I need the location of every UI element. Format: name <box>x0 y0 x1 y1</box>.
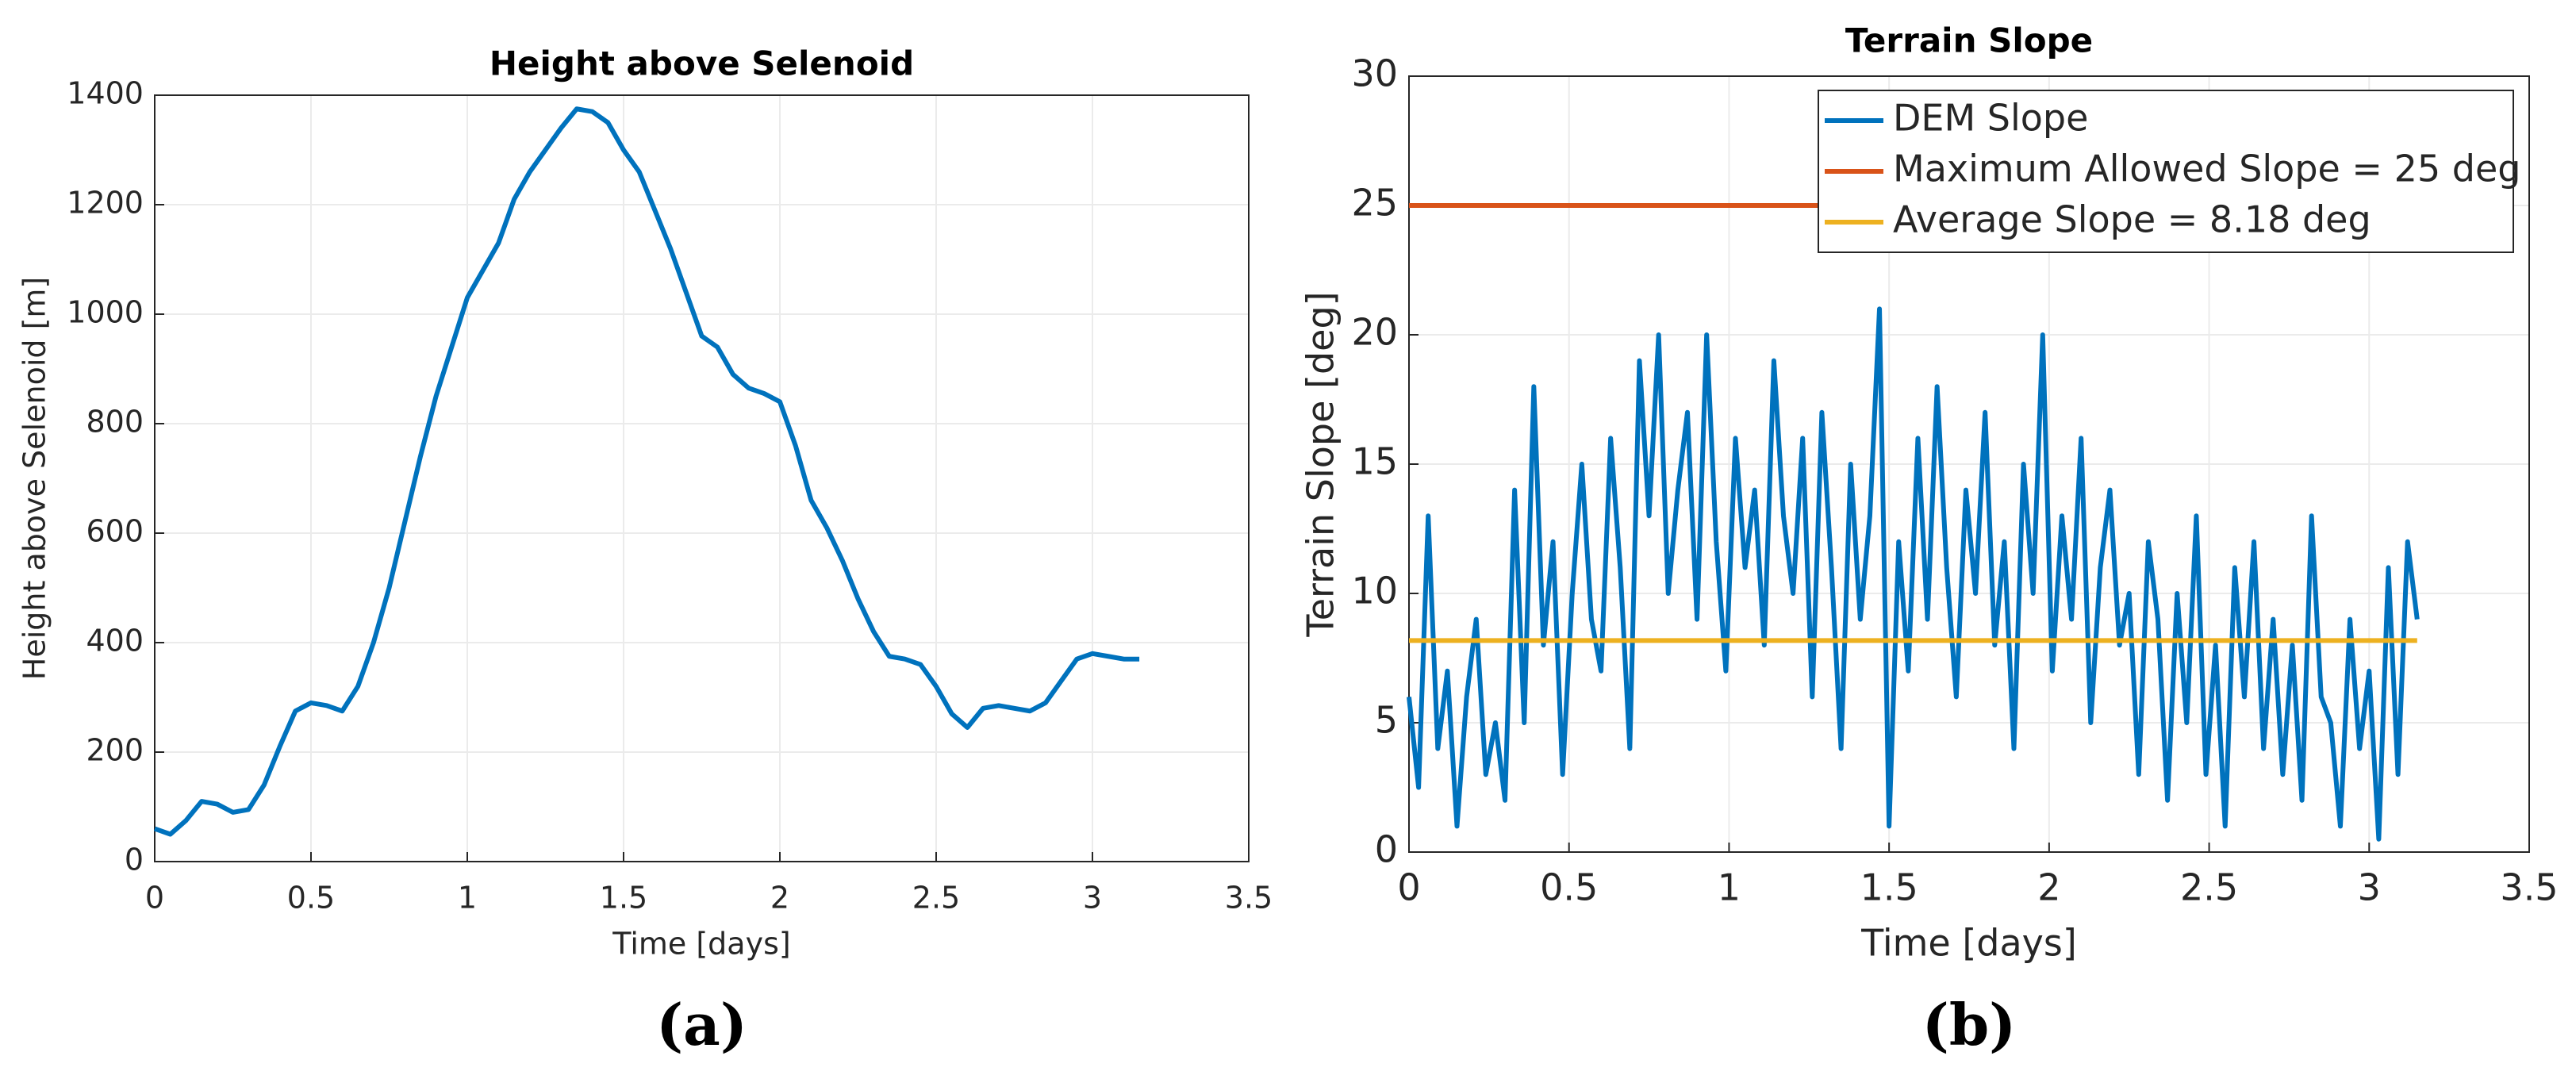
y-axis-label: Height above Selenoid [m] <box>17 277 52 681</box>
y-tick-label: 1200 <box>67 186 144 221</box>
caption: (a) <box>656 991 747 1058</box>
x-tick-label: 2 <box>770 881 789 916</box>
y-tick-label: 0 <box>1375 828 1398 871</box>
x-tick-label: 1 <box>458 881 477 916</box>
chart-title: Height above Selenoid <box>489 44 914 83</box>
legend-label: Maximum Allowed Slope = 25 deg <box>1893 148 2520 190</box>
y-tick-label: 10 <box>1351 570 1398 612</box>
y-tick-label: 20 <box>1351 311 1398 354</box>
y-tick-label: 0 <box>125 843 144 877</box>
data-line <box>1407 306 2420 842</box>
x-tick-label: 0.5 <box>287 881 335 916</box>
y-tick-label: 800 <box>86 405 144 440</box>
y-tick-label: 200 <box>86 733 144 768</box>
x-tick-label: 0 <box>145 881 164 916</box>
x-tick-label: 3.5 <box>2500 866 2558 909</box>
legend-label: Average Slope = 8.18 deg <box>1893 198 2371 241</box>
y-tick-label: 1000 <box>67 295 144 330</box>
x-axis-label: Time [days] <box>1860 922 2077 965</box>
x-tick-label: 1 <box>1718 866 1741 909</box>
y-axis-label: Terrain Slope [deg] <box>1300 291 1342 637</box>
x-tick-label: 1.5 <box>600 881 647 916</box>
x-tick-label: 0 <box>1397 866 1420 909</box>
plot-area <box>155 95 1249 862</box>
x-tick-label: 3 <box>2358 866 2381 909</box>
y-tick-label: 30 <box>1351 52 1398 95</box>
x-tick-label: 2.5 <box>912 881 960 916</box>
axes-box <box>154 94 1250 862</box>
legend-label: DEM Slope <box>1893 97 2088 140</box>
y-tick-label: 25 <box>1351 182 1398 225</box>
chart: 0 0.5 1 1.5 2 2.5 3 3.5 0 5 10 15 20 25 30 Terrain Slop… <box>1300 21 2559 1059</box>
legend-box <box>1818 90 2514 253</box>
chart: 0 0.5 1 1.5 2 2.5 3 3.5 0 200 400 600 800 1000 1200 140… <box>17 44 1273 1059</box>
x-tick-label: 0.5 <box>1540 866 1598 909</box>
x-tick-label: 3.5 <box>1225 881 1273 916</box>
chart-title: Terrain Slope <box>1845 21 2093 60</box>
y-tick-label: 5 <box>1375 699 1398 742</box>
caption: (b) <box>1922 991 2016 1058</box>
y-tick-label: 15 <box>1351 440 1398 483</box>
axes-box <box>1408 75 2530 853</box>
x-tick-label: 2 <box>2037 866 2060 909</box>
x-axis-label: Time [days] <box>612 927 790 962</box>
x-tick-label: 3 <box>1083 881 1102 916</box>
y-tick-label: 1400 <box>67 76 144 111</box>
y-tick-label: 400 <box>86 624 144 658</box>
data-line <box>154 106 1140 837</box>
y-tick-label: 600 <box>86 514 144 549</box>
x-tick-label: 2.5 <box>2180 866 2238 909</box>
legend: DEM Slope Maximum Allowed Slope = 25 deg A… <box>1818 90 2520 253</box>
x-tick-label: 1.5 <box>1860 866 1918 909</box>
